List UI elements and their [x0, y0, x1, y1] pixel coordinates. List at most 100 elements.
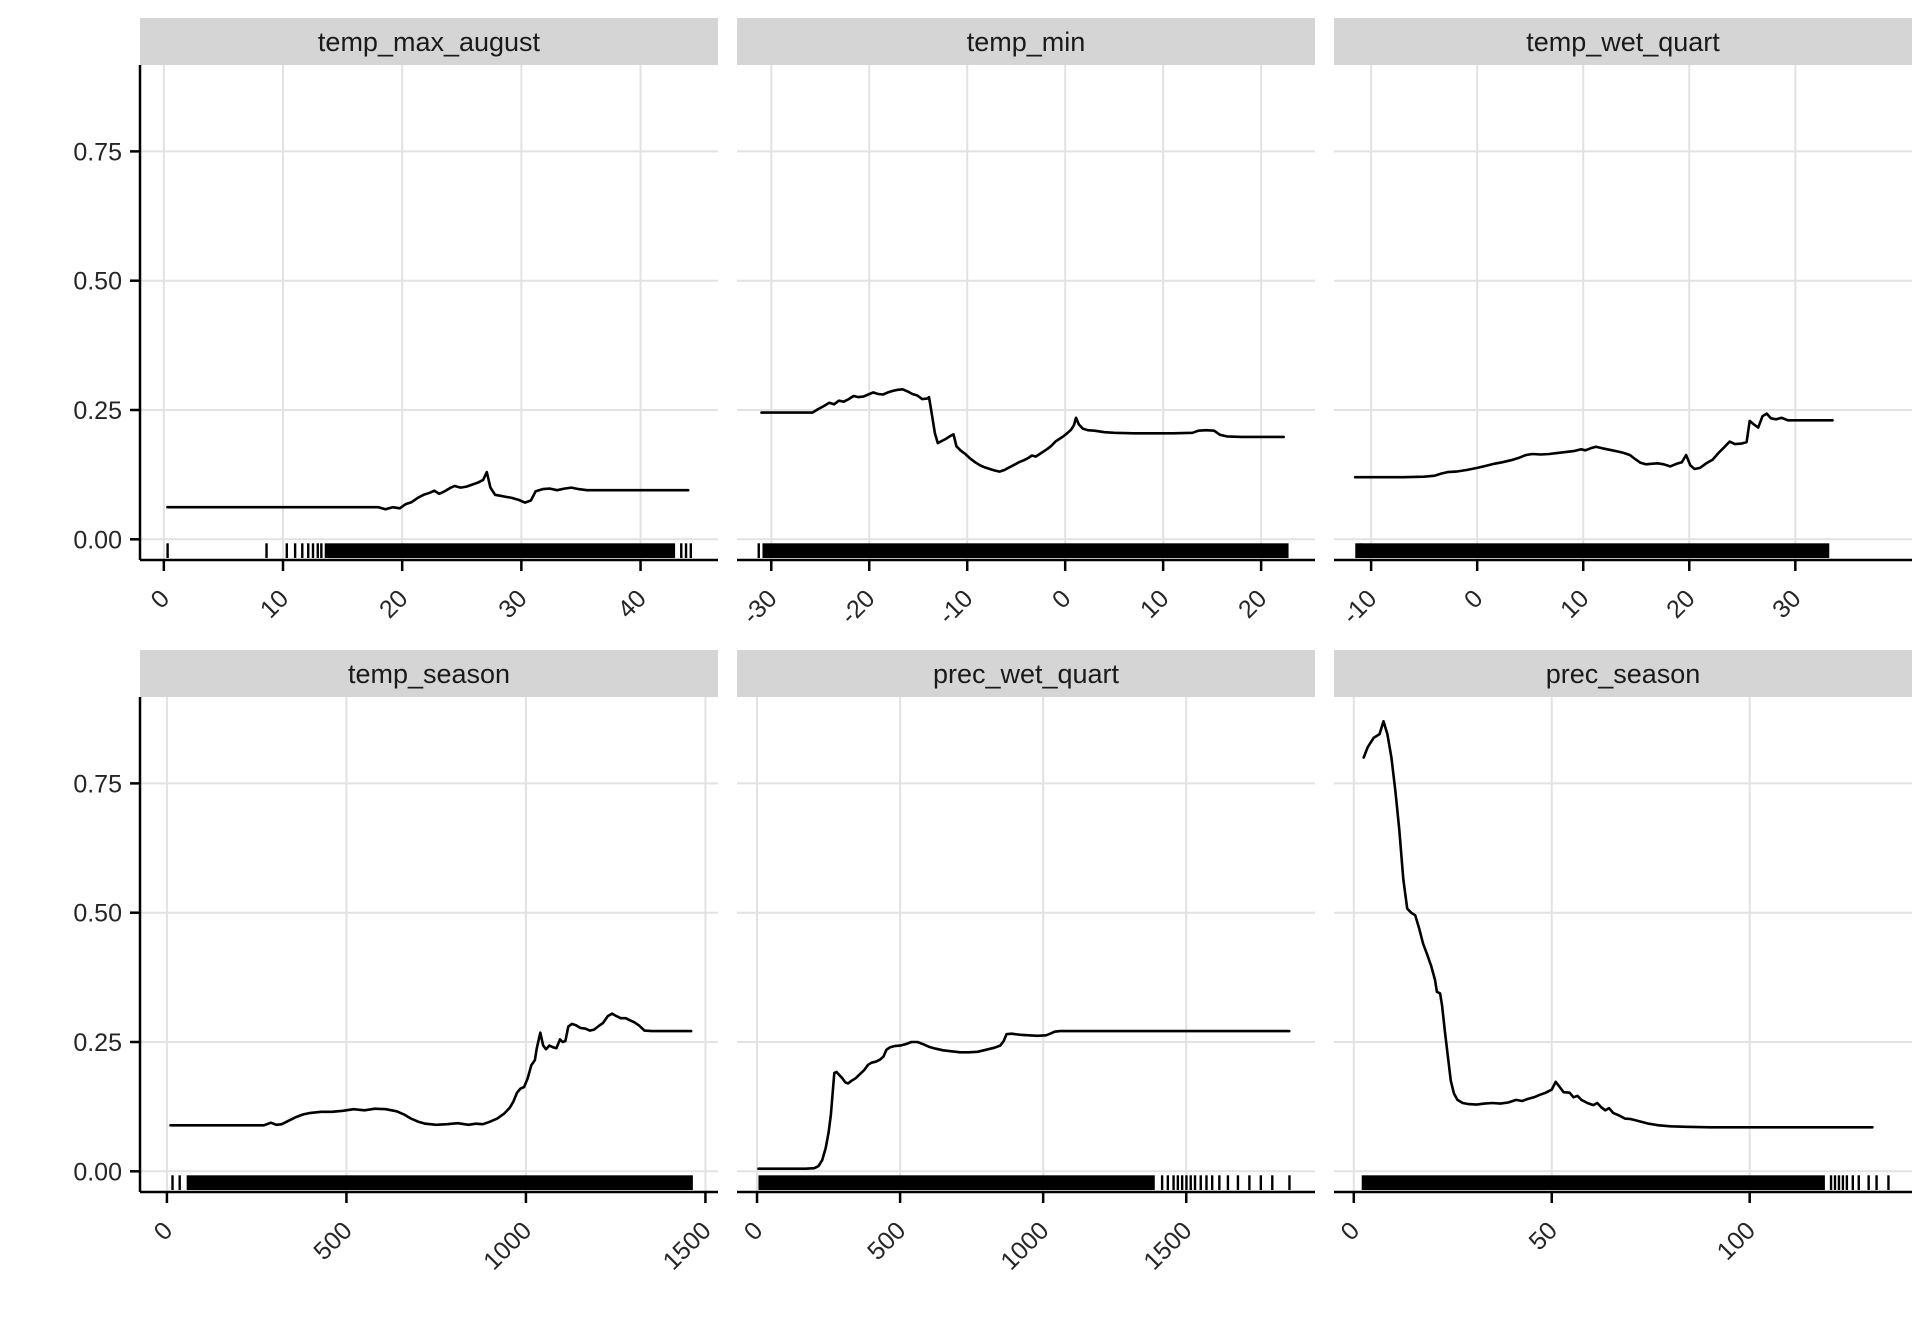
rug-band — [1362, 543, 1830, 558]
pd-line — [760, 388, 1285, 473]
x-axis-tick-label: 1500 — [1138, 1216, 1197, 1275]
rug-tick — [1357, 543, 1360, 558]
x-axis-tick-label: 10 — [255, 584, 294, 623]
x-axis-tick-label: -10 — [933, 584, 978, 629]
rug-band — [324, 543, 676, 558]
rug-tick — [1226, 1175, 1230, 1190]
rug-tick — [1288, 1175, 1291, 1190]
rug-tick — [1176, 1175, 1180, 1190]
y-axis-tick-label: 0.00 — [73, 1158, 122, 1186]
facet-strip — [140, 650, 718, 697]
facet-strip-title: prec_season — [1546, 659, 1701, 689]
rug-tick — [1199, 1175, 1202, 1190]
x-axis-tick-label: 30 — [493, 584, 532, 623]
rug-tick — [285, 543, 288, 558]
x-axis-tick-label: 10 — [1555, 584, 1594, 623]
y-axis-tick-label: 0.50 — [73, 268, 122, 296]
facet-strip — [1334, 18, 1912, 65]
x-axis-tick-label: 100 — [1712, 1216, 1761, 1265]
rug-tick — [1837, 1175, 1841, 1190]
rug-tick — [1887, 1175, 1890, 1190]
rug-tick — [680, 543, 683, 558]
x-axis-tick-label: -10 — [1337, 584, 1382, 629]
rug-tick — [757, 543, 760, 558]
rug-tick — [1360, 543, 1363, 558]
rug-tick — [1193, 1175, 1197, 1190]
facet-strip-title: prec_wet_quart — [933, 659, 1120, 689]
x-axis-tick-label: 20 — [374, 584, 413, 623]
y-axis-tick-label: 0.75 — [73, 138, 122, 166]
rug-tick — [1172, 1175, 1175, 1190]
pd-line — [757, 1029, 1291, 1170]
facet-strip-title: temp_max_august — [318, 27, 541, 57]
facet-strip-title: temp_wet_quart — [1526, 27, 1720, 57]
facet-strip — [140, 18, 718, 65]
rug-tick — [1845, 1175, 1849, 1190]
rug-tick — [689, 543, 692, 558]
rug-tick — [1236, 1175, 1240, 1190]
x-axis-tick-label: 50 — [1524, 1216, 1563, 1255]
pd-line — [1353, 412, 1834, 479]
rug-tick — [684, 543, 688, 558]
rug-tick — [1875, 1175, 1878, 1190]
rug-tick — [1180, 1175, 1184, 1190]
rug-tick — [293, 543, 297, 558]
facet-strip-title: temp_min — [967, 27, 1086, 57]
rug-band — [1361, 1175, 1825, 1190]
x-axis-tick-label: 1000 — [478, 1216, 537, 1275]
x-axis-tick-label: 0 — [149, 1216, 179, 1246]
rug-tick — [1166, 1175, 1170, 1190]
rug-tick — [1867, 1175, 1870, 1190]
x-axis-tick-label: 0 — [1335, 1216, 1365, 1246]
pd-line — [166, 470, 690, 511]
x-axis-tick-label: 0 — [145, 584, 175, 614]
x-axis-tick-label: -20 — [835, 584, 880, 629]
facet-strip — [1334, 650, 1912, 697]
y-axis-tick-label: 0.50 — [73, 900, 122, 928]
rug-tick — [307, 543, 310, 558]
x-axis-tick-label: 40 — [612, 584, 651, 623]
rug-tick — [316, 543, 319, 558]
pd-line — [169, 1012, 693, 1127]
rug-band — [186, 1175, 693, 1190]
x-axis-tick-label: 30 — [1767, 584, 1806, 623]
rug-tick — [1185, 1175, 1188, 1190]
x-axis-tick-label: 1000 — [995, 1216, 1054, 1275]
x-axis-tick-label: 20 — [1661, 584, 1700, 623]
rug-tick — [1851, 1175, 1855, 1190]
x-axis-tick-label: 0 — [1047, 584, 1077, 614]
x-axis-tick-label: 500 — [308, 1216, 357, 1265]
x-axis-tick-label: 10 — [1135, 584, 1174, 623]
rug-tick — [301, 543, 304, 558]
rug-tick — [178, 1175, 181, 1190]
y-axis-tick-label: 0.25 — [73, 397, 122, 425]
y-axis-tick-label: 0.75 — [73, 770, 122, 798]
facet-strip — [737, 650, 1315, 697]
rug-tick — [1205, 1175, 1208, 1190]
y-axis-tick-label: 0.25 — [73, 1029, 122, 1057]
rug-tick — [1210, 1175, 1214, 1190]
facet-strip-title: temp_season — [348, 659, 510, 689]
y-axis-tick-label: 0.00 — [73, 526, 122, 554]
rug-band — [762, 543, 1289, 558]
rug-tick — [1829, 1175, 1833, 1190]
x-axis-tick-label: 500 — [862, 1216, 911, 1265]
x-axis-tick-label: 1500 — [658, 1216, 717, 1275]
rug-tick — [1218, 1175, 1221, 1190]
rug-tick — [171, 1175, 174, 1190]
rug-tick — [265, 543, 268, 558]
rug-tick — [1271, 1175, 1274, 1190]
x-axis-tick-label: 20 — [1233, 584, 1272, 623]
rug-tick — [1833, 1175, 1837, 1190]
pd-line — [1362, 720, 1874, 1129]
rug-band — [758, 1175, 1155, 1190]
rug-tick — [1248, 1175, 1251, 1190]
rug-tick — [1189, 1175, 1192, 1190]
rug-tick — [166, 543, 169, 558]
x-axis-tick-label: -30 — [737, 584, 782, 629]
rug-tick — [1259, 1175, 1263, 1190]
rug-tick — [1857, 1175, 1860, 1190]
facet-strip — [737, 18, 1315, 65]
